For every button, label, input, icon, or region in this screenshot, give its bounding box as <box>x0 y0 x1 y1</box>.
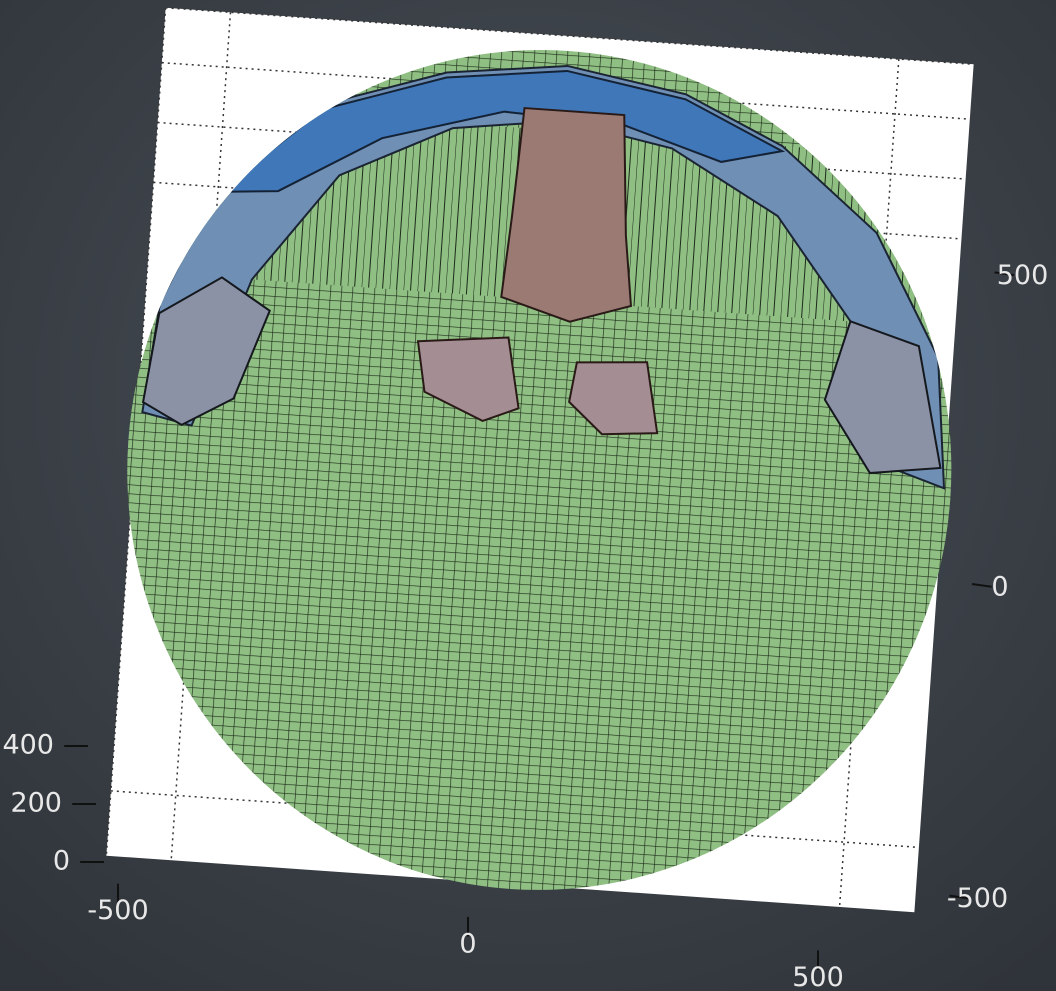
z-tick-label: 200 <box>10 788 62 819</box>
x-tick-label: -500 <box>87 895 148 926</box>
x-tick-label: 500 <box>792 962 844 991</box>
plot-panel <box>99 7 980 918</box>
y-tick-label: 500 <box>997 260 1049 291</box>
grid <box>105 7 974 908</box>
surface <box>99 22 980 918</box>
y-tick-mark <box>949 894 970 900</box>
y-tick-mark <box>994 271 1015 277</box>
y-tick-label: -500 <box>947 883 1008 914</box>
axes: -500 0 500 -500 0 500 0 200 400 <box>2 260 1048 991</box>
y-tick-mark <box>971 583 992 588</box>
z-tick-label: 400 <box>2 730 54 761</box>
x-tick-label: 0 <box>459 929 476 960</box>
z-tick-label: 0 <box>53 846 70 877</box>
y-tick-label: 0 <box>991 572 1008 603</box>
